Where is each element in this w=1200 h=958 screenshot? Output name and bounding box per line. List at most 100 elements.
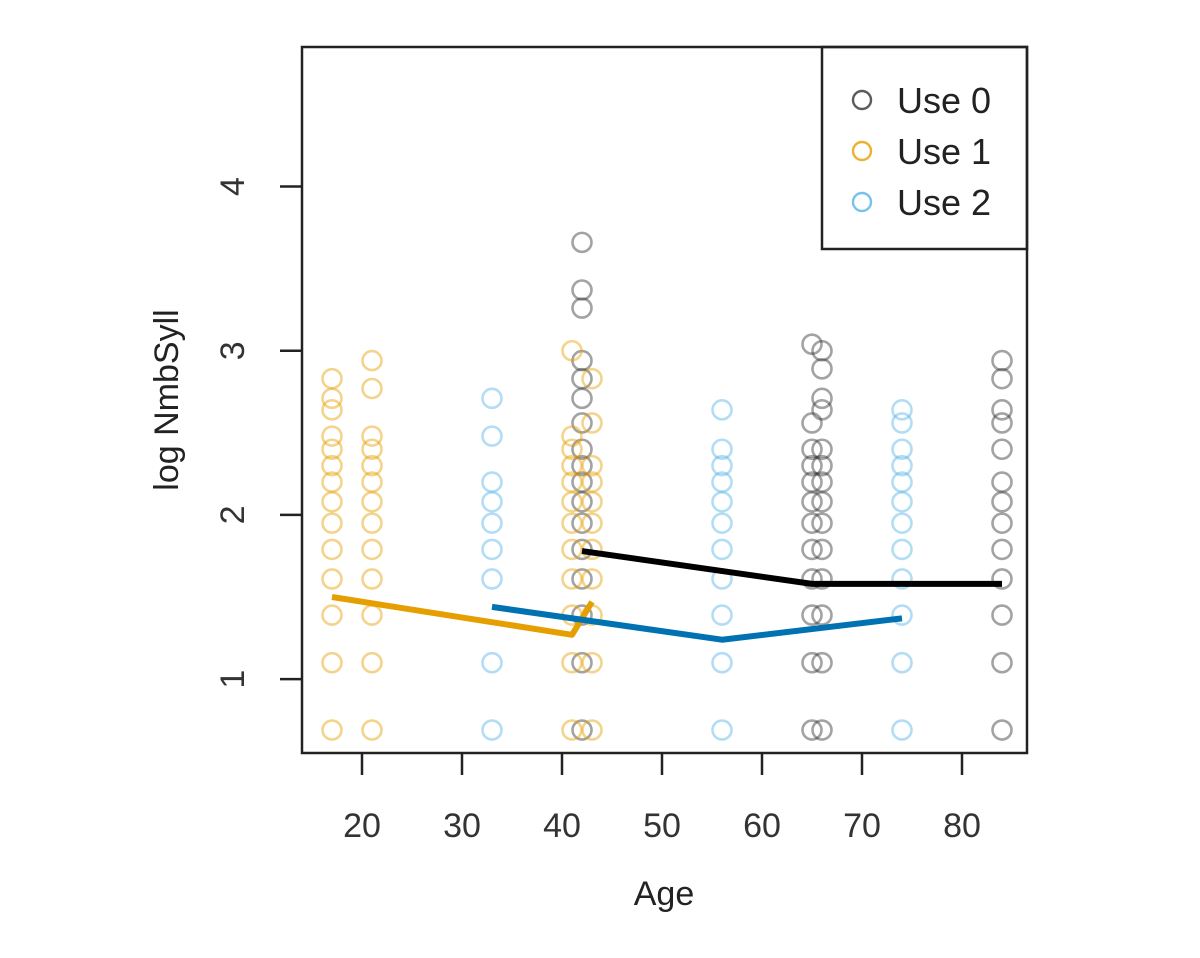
data-point [321, 367, 343, 390]
data-point [991, 471, 1013, 493]
series-use-1-points [321, 339, 603, 741]
y-tick-label: 4 [214, 177, 252, 196]
data-point [801, 438, 823, 461]
y-axis: 1 2 3 4 [214, 177, 302, 689]
data-point [991, 438, 1013, 461]
data-point [361, 425, 383, 447]
x-tick-label: 40 [543, 807, 581, 845]
data-point [991, 349, 1013, 372]
data-point [361, 438, 383, 461]
data-point [711, 512, 733, 534]
data-point [571, 454, 593, 477]
trend-line-use-1 [331, 594, 595, 638]
data-point [801, 490, 823, 513]
data-point [991, 399, 1013, 421]
series-use-0-points [571, 231, 1013, 741]
data-point [581, 490, 603, 513]
data-point [571, 387, 593, 410]
data-point [321, 604, 343, 626]
data-point [581, 454, 603, 477]
data-point [481, 651, 503, 674]
data-point [801, 512, 823, 534]
data-point [321, 425, 343, 447]
data-point [991, 651, 1013, 674]
x-tick-label: 30 [443, 807, 481, 845]
data-point [801, 651, 823, 674]
data-point [571, 412, 593, 434]
data-point [581, 651, 603, 674]
data-point [991, 604, 1013, 626]
data-point [571, 568, 593, 590]
data-point [481, 387, 503, 410]
data-point [811, 719, 833, 741]
data-point [561, 339, 583, 362]
data-point [711, 604, 733, 626]
x-tick-label: 80 [943, 807, 981, 845]
legend-marker [851, 140, 873, 162]
points-layer [321, 231, 1013, 741]
data-point [991, 719, 1013, 741]
legend-label: Use 1 [897, 131, 991, 172]
legend-label: Use 0 [897, 80, 991, 121]
data-point [811, 538, 833, 561]
data-point [361, 512, 383, 534]
data-point [581, 719, 603, 741]
data-point [801, 719, 823, 741]
data-point [561, 425, 583, 447]
data-point [801, 471, 823, 493]
data-point [581, 512, 603, 534]
data-point [361, 471, 383, 493]
data-point [561, 538, 583, 561]
data-point [711, 490, 733, 513]
data-point [571, 231, 593, 254]
data-point [581, 367, 603, 390]
x-tick-label: 50 [643, 807, 681, 845]
series-use-2-points [481, 387, 913, 741]
y-tick-label: 3 [214, 341, 252, 360]
data-point [891, 568, 913, 590]
x-tick-label: 20 [343, 807, 381, 845]
data-point [321, 471, 343, 493]
data-point [321, 387, 343, 410]
data-point [811, 438, 833, 461]
data-point [891, 438, 913, 461]
data-point [811, 490, 833, 513]
data-point [561, 651, 583, 674]
data-point [361, 568, 383, 590]
data-point [321, 538, 343, 561]
data-point [321, 512, 343, 534]
data-point [571, 438, 593, 461]
data-point [571, 279, 593, 301]
data-point [571, 512, 593, 534]
y-axis-title: log NmbSyll [148, 309, 186, 490]
data-point [481, 425, 503, 447]
data-point [361, 377, 383, 400]
x-axis-title: Age [634, 875, 695, 913]
data-point [561, 490, 583, 513]
data-point [811, 387, 833, 410]
data-point [581, 471, 603, 493]
data-point [991, 568, 1013, 590]
data-point [711, 651, 733, 674]
data-point [891, 412, 913, 434]
data-point [481, 471, 503, 493]
data-point [561, 568, 583, 590]
data-point [711, 471, 733, 493]
data-point [571, 490, 593, 513]
data-point [571, 349, 593, 372]
data-point [561, 719, 583, 741]
data-point [361, 454, 383, 477]
trend-lines-layer [331, 548, 1002, 643]
data-point [811, 454, 833, 477]
data-point [801, 454, 823, 477]
data-point [811, 358, 833, 380]
data-point [561, 471, 583, 493]
data-point [811, 604, 833, 626]
data-point [361, 349, 383, 372]
data-point [361, 538, 383, 561]
data-point [481, 512, 503, 534]
data-point [811, 471, 833, 493]
data-point [321, 651, 343, 674]
data-point [891, 719, 913, 741]
